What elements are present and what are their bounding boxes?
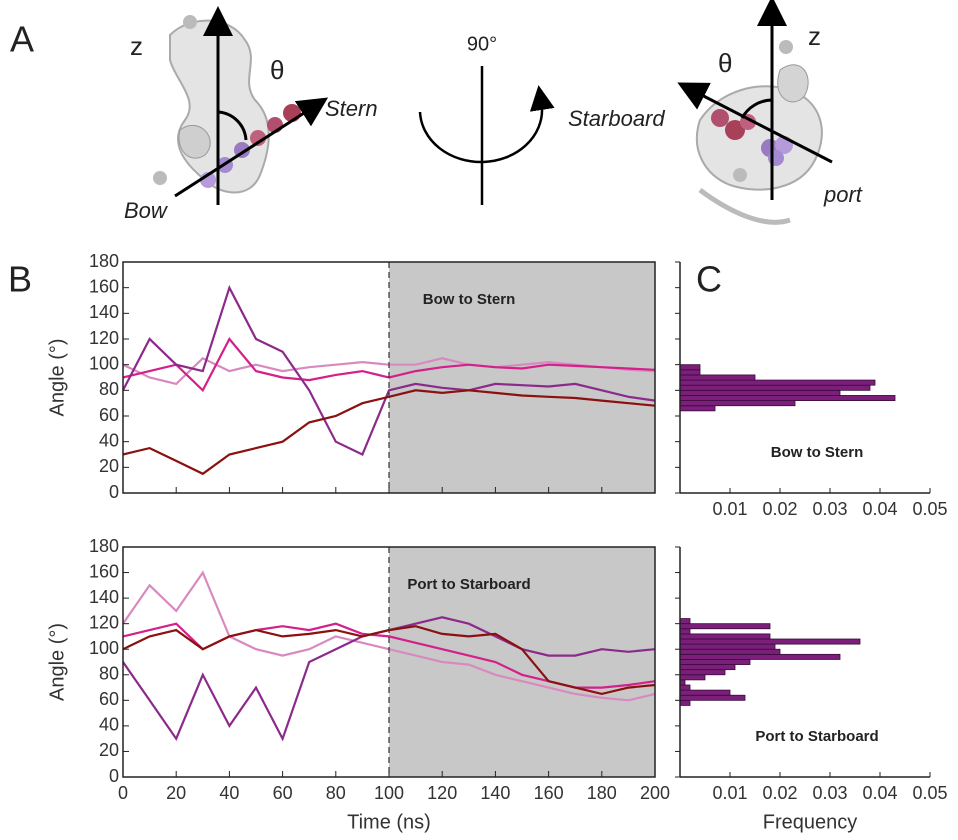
y-tick-label: 120	[89, 328, 119, 348]
y-axis-label: Angle (°)	[46, 338, 68, 416]
x-tick-label: 0.03	[812, 783, 847, 803]
direction-label: port	[823, 182, 863, 207]
x-tick-label: 160	[534, 783, 564, 803]
y-axis-label: Angle (°)	[46, 623, 68, 701]
y-tick-label: 100	[89, 353, 119, 373]
y-tick-label: 180	[89, 251, 119, 271]
rotation-label: 90°	[467, 33, 497, 55]
x-tick-label: 180	[587, 783, 617, 803]
x-tick-label: 0.03	[812, 499, 847, 519]
hist-bar	[679, 699, 691, 706]
direction-label: Bow	[124, 198, 169, 223]
panel-label: A	[10, 19, 34, 60]
y-tick-label: 0	[109, 766, 119, 786]
x-tick-label: 0.02	[762, 499, 797, 519]
x-axis-label: Frequency	[763, 811, 858, 833]
hist-bar	[679, 400, 796, 407]
x-tick-label: 40	[219, 783, 239, 803]
hist-bar	[679, 364, 701, 371]
y-tick-label: 40	[99, 430, 119, 450]
axis-letter: z	[130, 31, 143, 61]
hist-bar	[679, 618, 691, 625]
y-tick-label: 60	[99, 405, 119, 425]
hist-bar	[679, 664, 736, 671]
direction-label: Starboard	[568, 106, 665, 131]
hist-bar	[679, 623, 771, 630]
x-tick-label: 80	[326, 783, 346, 803]
y-tick-label: 0	[109, 482, 119, 502]
hist-bar	[679, 694, 746, 701]
hist-bar	[679, 405, 716, 412]
annotation: Port to Starboard	[407, 576, 530, 593]
y-tick-label: 140	[89, 587, 119, 607]
x-tick-label: 0.04	[862, 783, 897, 803]
x-tick-label: 0.05	[912, 783, 947, 803]
hist-bar	[679, 648, 781, 655]
y-tick-label: 160	[89, 276, 119, 296]
x-tick-label: 0.02	[762, 783, 797, 803]
annotation: Bow to Stern	[771, 444, 864, 461]
hist-bar	[679, 374, 756, 381]
panel-label: C	[696, 259, 722, 300]
protein-left	[153, 6, 329, 205]
shaded-region	[389, 547, 655, 777]
y-tick-label: 120	[89, 612, 119, 632]
hist-bar	[679, 389, 841, 396]
axis-letter: z	[808, 21, 821, 51]
hist-bar	[679, 684, 691, 691]
hist-bar	[679, 659, 751, 665]
x-tick-label: 200	[640, 783, 670, 803]
hist-bar	[679, 689, 731, 696]
annotation: Bow to Stern	[423, 291, 516, 308]
x-tick-label: 60	[273, 783, 293, 803]
hist-bar	[679, 638, 861, 645]
panel-label: B	[8, 259, 32, 300]
hist-bar	[679, 395, 896, 402]
hist-bar	[679, 369, 701, 376]
angle-symbol: θ	[718, 48, 732, 78]
y-tick-label: 20	[99, 456, 119, 476]
annotation: Port to Starboard	[755, 728, 878, 745]
direction-label: Stern	[325, 96, 378, 121]
shaded-region	[389, 262, 655, 493]
hist-bar	[679, 628, 691, 635]
hist-bar	[679, 384, 871, 391]
hist-bar	[679, 653, 841, 660]
data-line	[122, 284, 656, 456]
x-tick-label: 20	[166, 783, 186, 803]
protein-right	[677, 0, 833, 225]
hist-bar	[679, 379, 876, 386]
x-tick-label: 140	[480, 783, 510, 803]
x-tick-label: 0.04	[862, 499, 897, 519]
hist-bar	[679, 633, 771, 640]
x-tick-label: 120	[427, 783, 457, 803]
x-tick-label: 0.01	[712, 499, 747, 519]
angle-symbol: θ	[270, 55, 284, 85]
y-tick-label: 180	[89, 536, 119, 556]
y-tick-label: 80	[99, 379, 119, 399]
x-axis-label: Time (ns)	[347, 811, 431, 833]
y-tick-label: 100	[89, 638, 119, 658]
rotation-symbol	[418, 66, 555, 205]
y-tick-label: 140	[89, 302, 119, 322]
y-tick-label: 80	[99, 664, 119, 684]
x-tick-label: 0.01	[712, 783, 747, 803]
y-tick-label: 40	[99, 715, 119, 735]
hist-bar	[679, 643, 776, 650]
y-tick-label: 20	[99, 740, 119, 760]
x-tick-label: 100	[374, 783, 404, 803]
x-tick-label: 0.05	[912, 499, 947, 519]
hist-bar	[679, 669, 726, 676]
x-tick-label: 0	[118, 783, 128, 803]
y-tick-label: 160	[89, 561, 119, 581]
hist-bar	[679, 674, 706, 681]
y-tick-label: 60	[99, 689, 119, 709]
